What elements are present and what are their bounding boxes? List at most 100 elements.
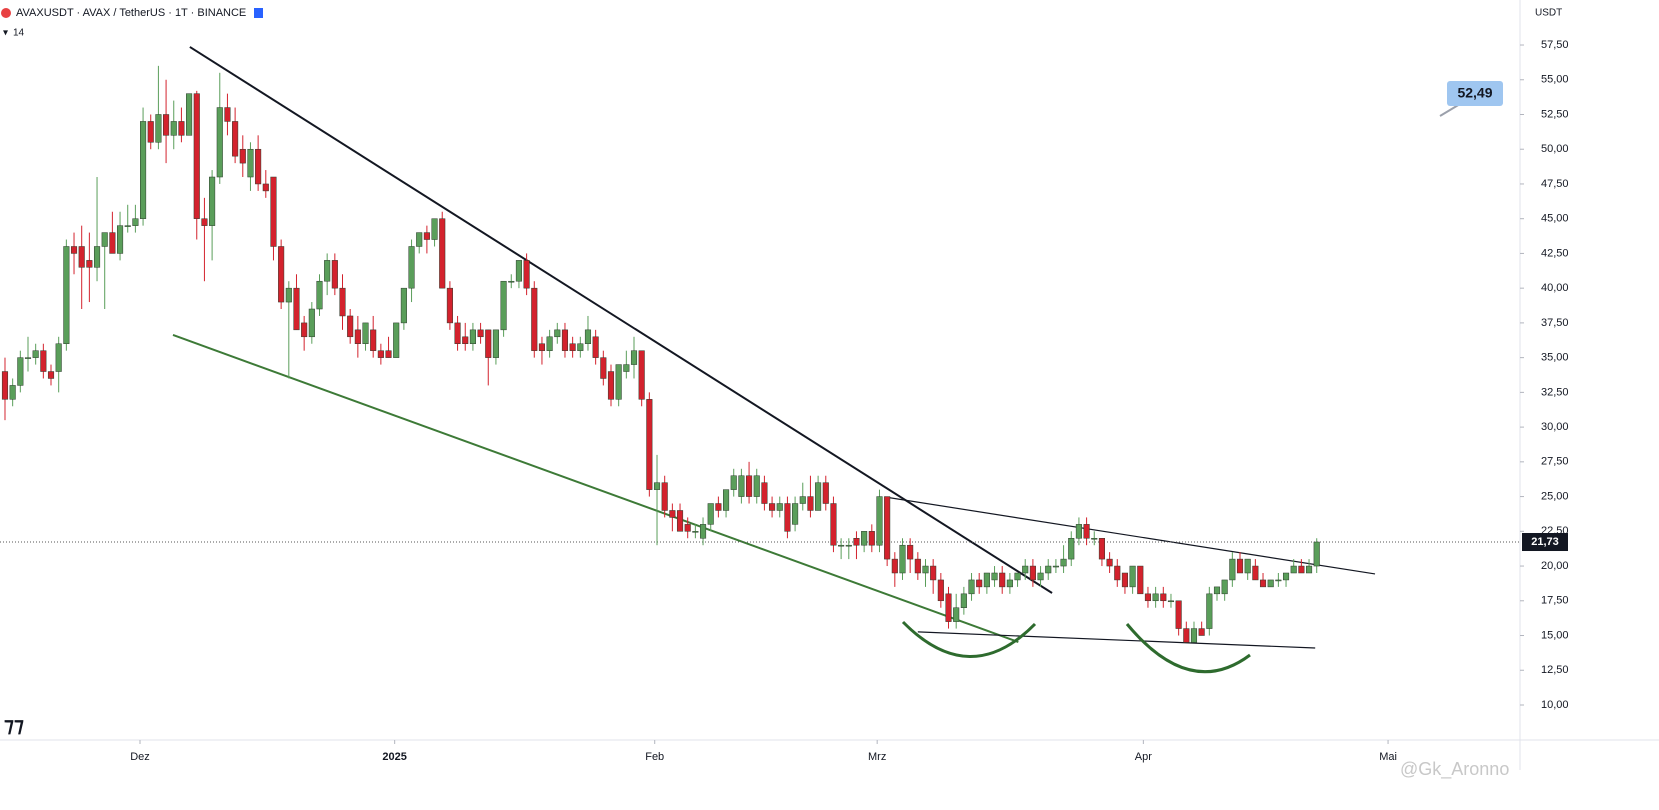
candle-body xyxy=(178,121,185,136)
candle-body xyxy=(715,503,722,511)
candle-body xyxy=(270,176,277,247)
candle-body xyxy=(707,503,714,525)
y-tick-label: 27,50 xyxy=(1541,456,1569,468)
candle-body xyxy=(324,260,331,282)
flag-icon xyxy=(254,8,263,18)
candle-body xyxy=(339,287,346,317)
candle-body xyxy=(1091,538,1098,540)
candle-body xyxy=(140,121,147,219)
candle-body xyxy=(1221,579,1228,595)
candle-body xyxy=(730,475,737,490)
candle-body xyxy=(699,524,707,539)
candle-body xyxy=(523,260,530,289)
candle-body xyxy=(278,246,285,303)
candle-body xyxy=(1313,541,1320,567)
candle-body xyxy=(347,315,354,338)
candle-body xyxy=(1152,593,1159,602)
candle-body xyxy=(1014,572,1021,581)
candle-body xyxy=(1259,579,1267,588)
candle-body xyxy=(776,503,783,511)
callout-box xyxy=(1447,81,1503,106)
candle-body xyxy=(1,371,9,400)
candle-body xyxy=(968,579,975,595)
candle-body xyxy=(170,121,177,136)
candle-body xyxy=(385,350,392,358)
candle-body xyxy=(822,482,829,504)
candle-body xyxy=(1029,565,1036,581)
candle-body xyxy=(784,503,791,532)
candle-body xyxy=(423,232,430,240)
candle-body xyxy=(607,371,615,400)
candle-body xyxy=(899,544,906,574)
symbol-icon xyxy=(1,8,11,18)
bottom-arc xyxy=(1125,623,1251,674)
candle-body xyxy=(285,287,292,303)
candle-body xyxy=(769,503,776,511)
candle-body xyxy=(408,246,415,289)
candle-body xyxy=(960,593,967,608)
candle-body xyxy=(1244,558,1251,574)
y-tick-label: 55,00 xyxy=(1541,74,1569,86)
candle-body xyxy=(723,489,730,511)
candle-body xyxy=(70,246,78,254)
candle-body xyxy=(1022,565,1029,574)
candle-body xyxy=(354,329,361,344)
candle-body xyxy=(1106,558,1113,567)
y-tick-label: 25,00 xyxy=(1541,490,1569,502)
candle-body xyxy=(32,350,39,358)
candle-body xyxy=(370,329,377,351)
y-tick-label: 40,00 xyxy=(1541,282,1569,294)
candle-body xyxy=(1183,628,1190,643)
candle-body xyxy=(1068,538,1075,560)
candle-body xyxy=(1282,572,1290,581)
candle-body xyxy=(638,350,645,400)
candle-body xyxy=(239,148,246,164)
candle-body xyxy=(17,357,24,386)
currency-label: USDT xyxy=(1535,8,1562,19)
candle-body xyxy=(577,343,584,351)
candle-body xyxy=(515,260,522,282)
candle-body xyxy=(232,121,239,157)
candle-body xyxy=(431,218,438,240)
candle-body xyxy=(676,510,684,532)
candle-body xyxy=(316,280,323,310)
candle-body xyxy=(331,260,338,289)
y-tick-label: 15,00 xyxy=(1541,629,1569,641)
y-tick-label: 32,50 xyxy=(1541,386,1569,398)
candle-body xyxy=(377,350,384,358)
candle-body xyxy=(1175,600,1182,629)
candle-body xyxy=(193,93,200,219)
candle-body xyxy=(201,218,208,226)
candle-body xyxy=(692,531,699,533)
bottom-arc xyxy=(901,620,1037,658)
candle-body xyxy=(439,218,446,289)
candle-body xyxy=(469,329,476,344)
candle-body xyxy=(500,280,507,331)
last-price-box xyxy=(1522,533,1568,552)
x-tick-label: Feb xyxy=(645,751,664,763)
indicator-value: 14 xyxy=(13,28,25,39)
x-tick-label: Dez xyxy=(130,751,150,763)
candle-body xyxy=(907,544,914,560)
candle-body xyxy=(991,572,998,581)
candle-body xyxy=(86,260,93,268)
watermark: @Gk_Aronno xyxy=(1400,759,1509,780)
candle-body xyxy=(646,399,653,490)
candle-body xyxy=(147,121,154,143)
candle-body xyxy=(1275,579,1282,582)
y-tick-label: 45,00 xyxy=(1541,213,1569,225)
candle-body xyxy=(132,218,139,226)
candle-body xyxy=(807,496,814,511)
candle-body xyxy=(9,385,16,400)
candle-body xyxy=(78,246,85,268)
candle-body xyxy=(914,558,921,574)
candle-body xyxy=(1236,558,1244,574)
candle-body xyxy=(761,482,768,504)
y-tick-label: 57,50 xyxy=(1541,39,1569,51)
candle-body xyxy=(63,246,70,344)
last-price-label: 21,73 xyxy=(1531,536,1559,548)
y-tick-label: 10,00 xyxy=(1541,699,1569,711)
candle-body xyxy=(876,496,883,546)
candle-body xyxy=(623,364,630,372)
